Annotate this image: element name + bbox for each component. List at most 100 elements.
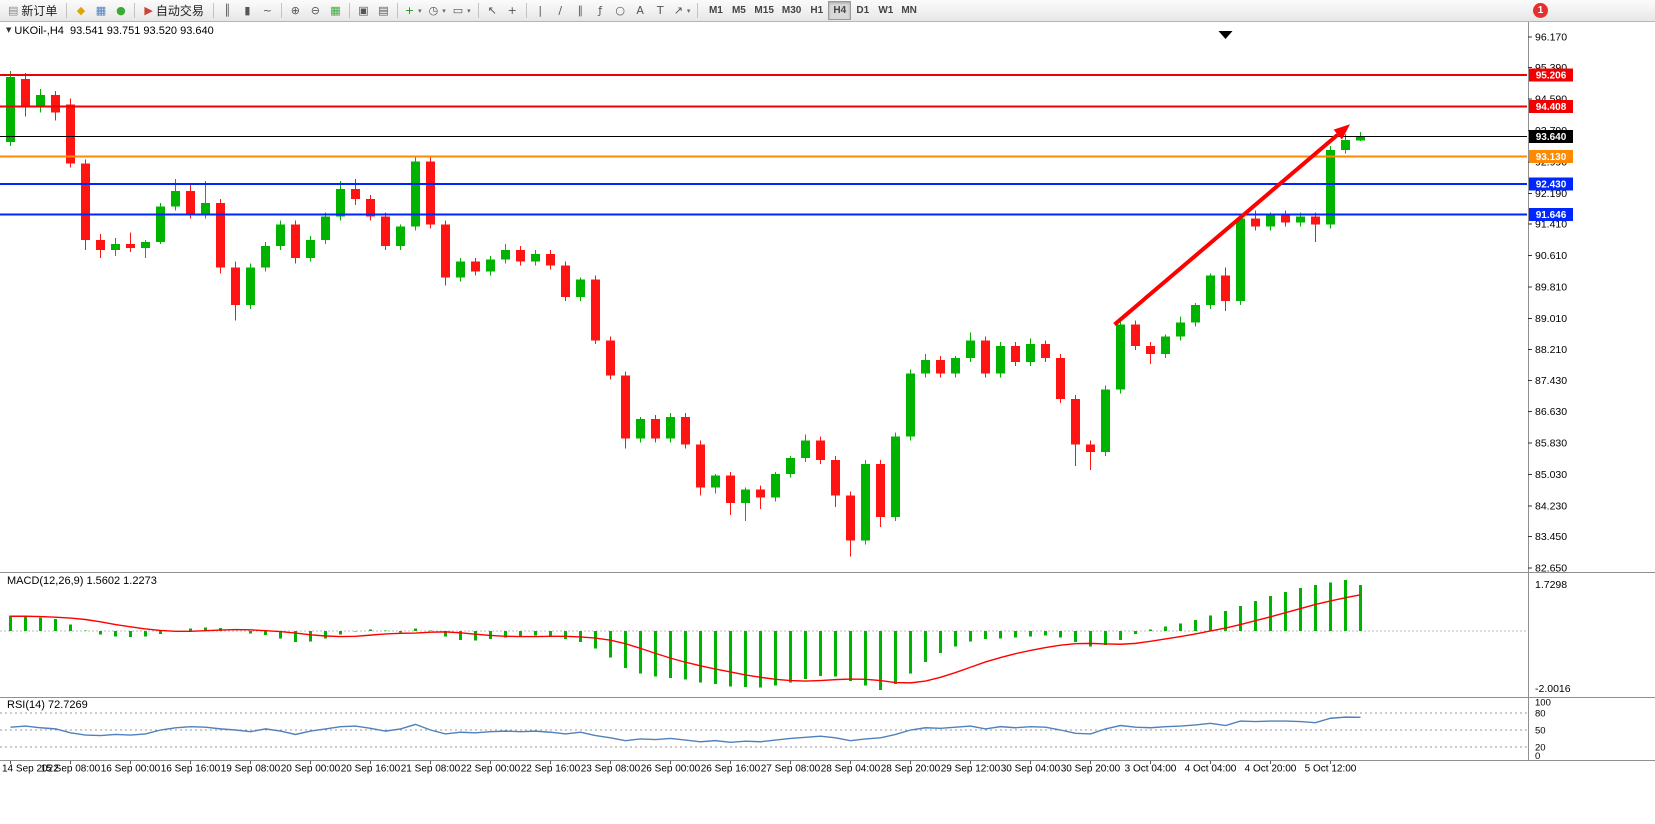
symbol-ohlc-text: UKOil-,H4 93.541 93.751 93.520 93.640 — [14, 25, 214, 37]
autotrading-button[interactable]: ▶ 自动交易 — [139, 1, 208, 20]
timeframe-m30[interactable]: M30 — [778, 1, 805, 20]
macd-scale-min-label: -2.0016 — [1535, 683, 1571, 695]
dropdown-caret-icon: ▾ — [467, 6, 471, 15]
periods-button[interactable]: ◷ ▾ — [426, 1, 449, 20]
price-tick-label: 83.450 — [1535, 531, 1567, 543]
date-label: 22 Sep 16:00 — [521, 764, 581, 775]
crosshair-button[interactable]: + — [503, 1, 522, 20]
indicators-button[interactable]: + ▾ — [402, 1, 425, 20]
vertical-line-button[interactable]: | — [531, 1, 550, 20]
price-tick-label: 87.430 — [1535, 375, 1567, 387]
rsi-panel[interactable] — [0, 712, 1527, 748]
timeframe-m15[interactable]: M15 — [750, 1, 777, 20]
templates-icon: ▭ — [452, 4, 464, 17]
svg-text:93.130: 93.130 — [1536, 152, 1567, 163]
toolbar-separator — [66, 3, 68, 18]
toolbar-separator — [697, 3, 699, 18]
candlestick-button[interactable]: ▮ — [238, 1, 257, 20]
text-button[interactable]: A — [631, 1, 650, 20]
macd-signal-line — [10, 594, 1361, 684]
timeframe-w1[interactable]: W1 — [874, 1, 897, 20]
fibonacci-button[interactable]: ƒ — [591, 1, 610, 20]
zoom-out-button[interactable]: ⊖ — [306, 1, 325, 20]
rsi-line — [10, 716, 1361, 744]
rsi-tick-label: 0 — [1535, 751, 1540, 762]
chart-shift-marker[interactable] — [1218, 31, 1233, 39]
svg-text:93.640: 93.640 — [1536, 132, 1567, 143]
macd-indicator-label: MACD(12,26,9) 1.5602 1.2273 — [7, 575, 157, 587]
new-chart-icon: ▣ — [358, 4, 369, 17]
cursor-button[interactable]: ↖ — [483, 1, 502, 20]
line-chart-button[interactable]: ~ — [258, 1, 277, 20]
templates-button[interactable]: ▭ ▾ — [450, 1, 474, 20]
shapes-button[interactable]: ○ — [611, 1, 630, 20]
profiles-button[interactable]: ▤ — [374, 1, 393, 20]
timeframe-m5[interactable]: M5 — [727, 1, 750, 20]
timeframe-mn[interactable]: MN — [897, 1, 921, 20]
price-tick-label: 90.610 — [1535, 250, 1567, 262]
text-icon: A — [636, 4, 644, 17]
cursor-icon: ↖ — [487, 4, 497, 17]
timeframe-m1[interactable]: M1 — [704, 1, 727, 20]
trendline-button[interactable]: ∕ — [551, 1, 570, 20]
symbol-collapse-icon[interactable]: ▼ — [6, 26, 12, 34]
price-axis[interactable]: 96.17095.39094.59093.79092.99092.19091.4… — [1528, 22, 1573, 762]
periods-icon: ◷ — [428, 4, 439, 17]
dropdown-caret-icon: ▾ — [442, 6, 446, 15]
new-order-button[interactable]: ▤ 新订单 — [3, 1, 62, 20]
date-label: 19 Sep 08:00 — [221, 764, 281, 775]
date-label: 15 Sep 08:00 — [41, 764, 101, 775]
price-tick-label: 85.830 — [1535, 438, 1567, 450]
date-label: 28 Sep 04:00 — [821, 764, 881, 775]
price-badge: 93.130 — [1529, 149, 1573, 163]
toolbar-separator — [396, 3, 398, 18]
date-label: 29 Sep 12:00 — [941, 764, 1001, 775]
date-label: 4 Oct 20:00 — [1245, 764, 1297, 775]
shapes-icon: ○ — [615, 4, 625, 17]
toolbar: ▤ 新订单 ◆ ▦ ● ▶ 自动交易 ║ ▮ ~ ⊕ ⊖ ▦ ▣ ▤ + ▾ ◷ ▾ ▭ ▾ ↖ + | ∕ ∥ ƒ ○ A T ↗ ▾ M1 M… — [0, 0, 1655, 22]
price-tick-label: 92.190 — [1535, 188, 1567, 200]
chart-background — [0, 22, 1655, 824]
tile-windows-icon: ▦ — [330, 4, 341, 17]
toolbar-separator — [348, 3, 350, 18]
community-button[interactable]: ● — [111, 1, 130, 20]
macd-panel[interactable] — [0, 580, 1527, 690]
date-label: 23 Sep 08:00 — [581, 764, 641, 775]
date-label: 28 Sep 20:00 — [881, 764, 941, 775]
timeframe-h4[interactable]: H4 — [828, 1, 852, 20]
price-tick-label: 85.030 — [1535, 469, 1567, 481]
svg-text:95.206: 95.206 — [1536, 70, 1567, 81]
date-label: 26 Sep 00:00 — [641, 764, 701, 775]
charts-window-icon: ▦ — [95, 4, 107, 17]
toolbar-separator — [477, 3, 479, 18]
metaquotes-button[interactable]: ◆ — [71, 1, 90, 20]
new-order-icon: ▤ — [8, 4, 19, 17]
zoom-in-button[interactable]: ⊕ — [286, 1, 305, 20]
macd-scale-max-label: 1.7298 — [1535, 579, 1567, 591]
date-label: 14 Sep 2022 — [2, 764, 59, 775]
notification-badge[interactable]: 1 — [1533, 3, 1548, 18]
new-order-button-label: 新订单 — [21, 4, 58, 18]
timeframe-d1[interactable]: D1 — [851, 1, 874, 20]
timeframe-h1[interactable]: H1 — [805, 1, 828, 20]
charts-window-button[interactable]: ▦ — [91, 1, 110, 20]
date-label: 4 Oct 04:00 — [1185, 764, 1237, 775]
date-label: 16 Sep 16:00 — [161, 764, 221, 775]
arrows-button[interactable]: ↗ ▾ — [671, 1, 694, 20]
tile-windows-button[interactable]: ▦ — [326, 1, 345, 20]
price-badge: 91.646 — [1529, 208, 1573, 222]
price-tick-label: 86.630 — [1535, 406, 1567, 418]
trendline-icon: ∕ — [558, 4, 563, 17]
channel-button[interactable]: ∥ — [571, 1, 590, 20]
bar-chart-button[interactable]: ║ — [218, 1, 237, 20]
label-button[interactable]: T — [651, 1, 670, 20]
main-chart-panel[interactable] — [0, 71, 1527, 557]
toolbar-separator — [525, 3, 527, 18]
trend-arrow[interactable] — [1113, 124, 1351, 327]
svg-text:91.646: 91.646 — [1536, 210, 1567, 221]
rsi-tick-label: 20 — [1535, 742, 1546, 753]
new-chart-button[interactable]: ▣ — [354, 1, 373, 20]
channel-icon: ∥ — [577, 4, 583, 17]
